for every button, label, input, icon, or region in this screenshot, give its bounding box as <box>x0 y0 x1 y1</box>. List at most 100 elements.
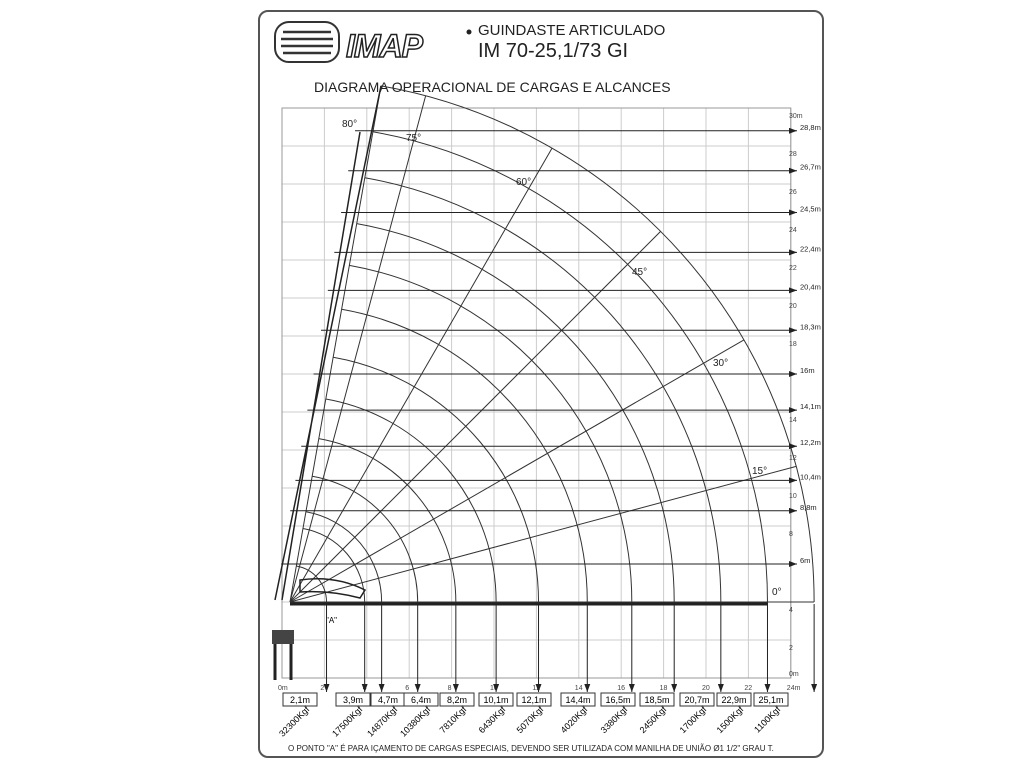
load-value: 6430Kgf <box>477 704 508 735</box>
x-tick-label: 24m <box>787 685 801 692</box>
angle-ray <box>289 339 745 603</box>
angle-label: 30° <box>713 358 728 369</box>
load-value: 17500Kgf <box>330 704 365 739</box>
load-value: 1100Kgf <box>752 704 783 735</box>
reach-arc <box>380 85 815 603</box>
angle-label: 45° <box>632 267 647 278</box>
reach-box <box>560 692 596 707</box>
reach-arc <box>349 264 633 603</box>
load-value: 3380Kgf <box>599 704 630 735</box>
load-value: 32300Kgf <box>277 704 312 739</box>
reach-value: 22,9m <box>721 695 746 705</box>
y-tick-label: 20 <box>789 303 797 310</box>
angle-ray <box>289 147 553 603</box>
angle-ray <box>289 95 427 603</box>
reach-value: 18,5m <box>644 695 669 705</box>
load-value: 4020Kgf <box>559 704 590 735</box>
height-label: 6m <box>800 556 810 565</box>
reach-arc <box>364 177 722 603</box>
imap-logo: IMAP <box>274 21 472 65</box>
angle-label: 0° <box>772 587 782 598</box>
height-label: 28,8m <box>800 123 821 132</box>
angle-label: 75° <box>406 133 421 144</box>
reach-value: 4,7m <box>378 695 398 705</box>
reach-value: 12,1m <box>521 695 546 705</box>
reach-arc <box>333 356 540 603</box>
y-tick-label: 22 <box>789 265 797 272</box>
x-tick-label: 16 <box>617 685 625 692</box>
x-tick-label: 14 <box>575 685 583 692</box>
x-tick-label: 20 <box>702 685 710 692</box>
y-tick-label: 8 <box>789 531 793 538</box>
x-tick-label: 10 <box>490 685 498 692</box>
reach-box <box>516 692 552 707</box>
reach-arc <box>312 475 419 603</box>
angle-ray <box>289 85 382 603</box>
reach-box <box>282 692 318 707</box>
angle-ray <box>289 465 797 603</box>
reach-arc <box>372 131 768 603</box>
height-label: 8,8m <box>800 503 817 512</box>
reach-value: 8,2m <box>447 695 467 705</box>
reach-value: 6,4m <box>411 695 431 705</box>
load-value: 1700Kgf <box>678 704 709 735</box>
chart-title: GUINDASTE ARTICULADO <box>478 22 666 39</box>
footer-note: O PONTO "A" É PARA IÇAMENTO DE CARGAS ES… <box>288 744 774 753</box>
reach-value: 25,1m <box>758 695 783 705</box>
height-label: 20,4m <box>800 282 821 291</box>
y-tick-label: 2 <box>789 645 793 652</box>
reach-value: 16,5m <box>605 695 630 705</box>
y-tick-label: 0m <box>789 671 799 678</box>
x-tick-label: 2 <box>320 685 324 692</box>
reach-value: 20,7m <box>684 695 709 705</box>
reach-arc <box>305 511 383 603</box>
load-value: 2450Kgf <box>638 704 669 735</box>
height-label: 14,1m <box>800 402 821 411</box>
plot-border <box>281 107 792 679</box>
y-tick-label: 14 <box>789 417 797 424</box>
reach-box <box>335 692 371 707</box>
load-value: 10380Kgf <box>398 704 433 739</box>
reach-box <box>639 692 675 707</box>
boom-cylinder <box>299 578 367 599</box>
angle-label: 15° <box>752 466 767 477</box>
height-label: 16m <box>800 366 815 375</box>
reach-value: 14,4m <box>565 695 590 705</box>
reach-box <box>753 692 789 707</box>
angle-label: 80° <box>342 119 357 130</box>
diagram-subtitle: DIAGRAMA OPERACIONAL DE CARGAS E ALCANCE… <box>314 79 671 95</box>
x-tick-label: 6 <box>405 685 409 692</box>
y-tick-label: 4 <box>789 607 793 614</box>
height-label: 12,2m <box>800 438 821 447</box>
y-tick-label: 12 <box>789 455 797 462</box>
x-tick-label: 22 <box>744 685 752 692</box>
y-tick-label: 24 <box>789 227 797 234</box>
height-label: 10,4m <box>800 472 821 481</box>
reach-value: 10,1m <box>483 695 508 705</box>
reach-box <box>679 692 715 707</box>
y-tick-label: 30m <box>789 113 803 120</box>
height-label: 24,5m <box>800 205 821 214</box>
reach-arc <box>341 308 588 603</box>
y-tick-label: 10 <box>789 493 797 500</box>
point-a-label: "A" <box>326 616 337 625</box>
load-value: 14870Kgf <box>365 704 400 739</box>
reach-arc <box>318 438 457 603</box>
load-value: 7810Kgf <box>438 704 469 735</box>
reach-arc <box>356 223 675 603</box>
angle-label: 60° <box>516 177 531 188</box>
y-tick-label: 28 <box>789 151 797 158</box>
height-label: 18,3m <box>800 322 821 331</box>
reach-value: 3,9m <box>343 695 363 705</box>
model-name: IM 70-25,1/73 GI <box>478 40 629 62</box>
reach-box <box>403 692 439 707</box>
x-tick-label: 18 <box>660 685 668 692</box>
reach-box <box>716 692 752 707</box>
reach-box <box>600 692 636 707</box>
height-label: 22,4m <box>800 244 821 253</box>
reach-box <box>478 692 514 707</box>
y-tick-label: 18 <box>789 341 797 348</box>
x-tick-label: 12 <box>532 685 540 692</box>
load-value: 1500Kgf <box>715 704 746 735</box>
